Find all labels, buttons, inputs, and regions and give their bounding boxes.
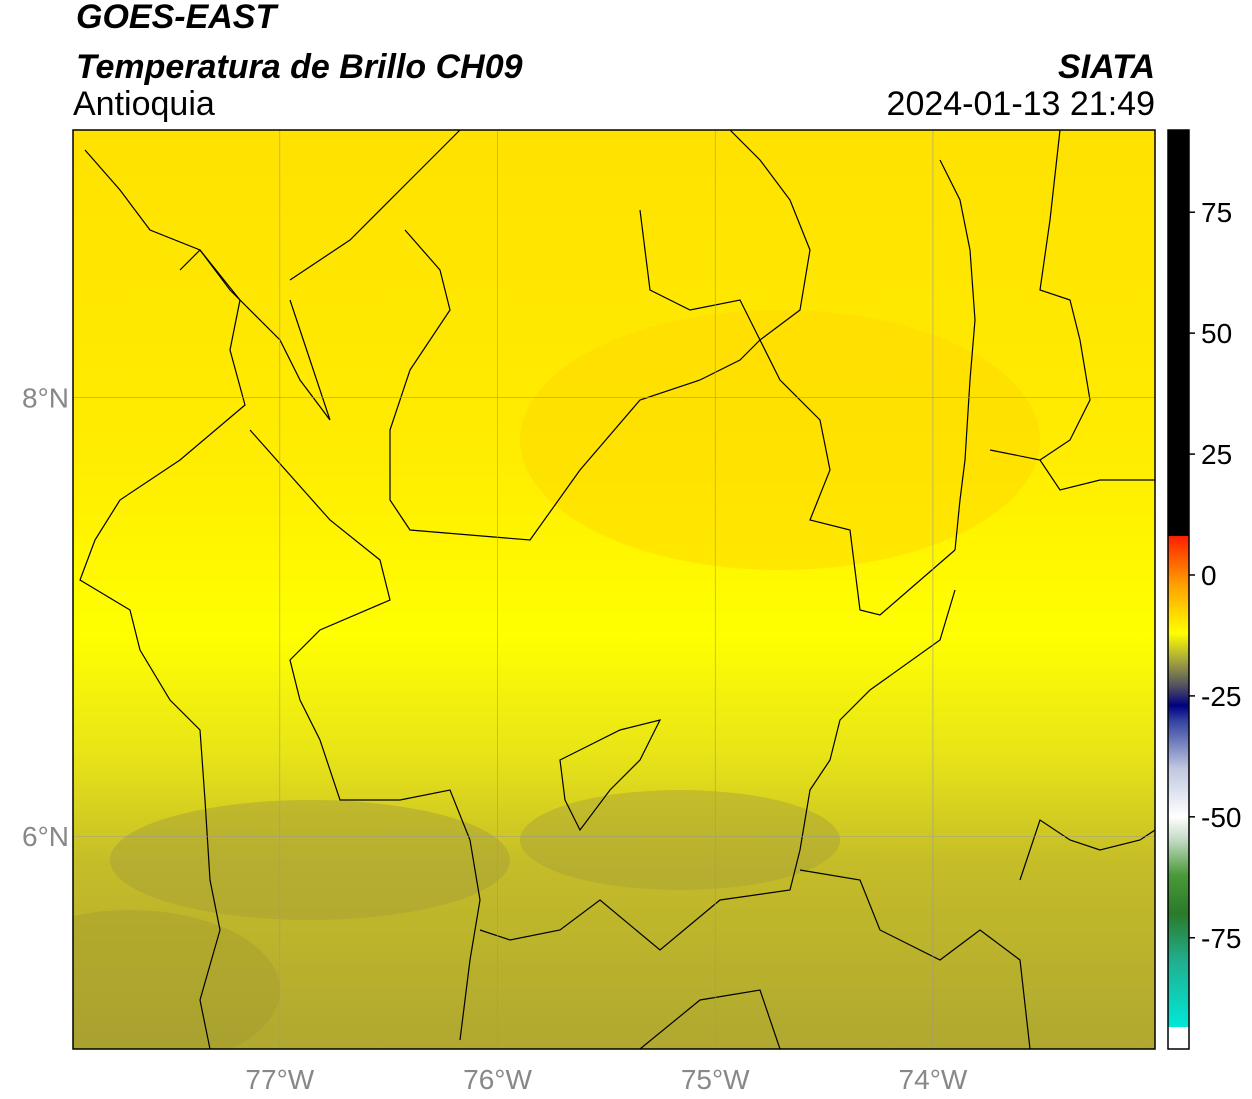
map-frame bbox=[72, 129, 1156, 1050]
grid bbox=[73, 130, 1155, 1049]
y-tick-label: 8°N bbox=[22, 383, 69, 414]
coastline bbox=[289, 130, 461, 281]
field-shade bbox=[73, 910, 280, 1049]
x-tick-label: 77°W bbox=[245, 1064, 314, 1095]
border bbox=[1039, 130, 1091, 461]
field-shade bbox=[520, 790, 840, 890]
source: SIATA bbox=[1058, 48, 1155, 86]
colorbar bbox=[1167, 129, 1190, 1050]
border bbox=[799, 869, 1031, 1049]
title: GOES-EAST bbox=[76, 0, 279, 36]
colorbar-tick-label: -25 bbox=[1201, 681, 1241, 712]
coastline bbox=[179, 249, 331, 421]
subtitle: Temperatura de Brillo CH09 bbox=[76, 48, 523, 86]
border bbox=[639, 989, 781, 1049]
border bbox=[559, 719, 662, 832]
border bbox=[479, 589, 956, 951]
border bbox=[249, 429, 481, 1041]
field-shade bbox=[110, 800, 510, 920]
colorbar-tick-label: -75 bbox=[1201, 923, 1241, 954]
border bbox=[939, 159, 976, 551]
timestamp: 2024-01-13 21:49 bbox=[887, 85, 1155, 123]
colorbar-tick-label: 50 bbox=[1201, 318, 1232, 349]
colorbar-tick-label: 75 bbox=[1201, 197, 1232, 228]
border bbox=[389, 229, 956, 616]
border bbox=[639, 130, 811, 341]
colorbar-tick-label: -50 bbox=[1201, 802, 1241, 833]
x-tick-label: 74°W bbox=[899, 1064, 968, 1095]
x-tick-label: 75°W bbox=[681, 1064, 750, 1095]
x-tick-label: 76°W bbox=[463, 1064, 532, 1095]
region: Antioquia bbox=[73, 85, 215, 123]
colorbar-tick-label: 25 bbox=[1201, 439, 1232, 470]
border bbox=[1019, 819, 1155, 881]
border bbox=[989, 449, 1155, 491]
y-tick-label: 6°N bbox=[22, 821, 69, 852]
map-field bbox=[73, 130, 1155, 1049]
field-shade bbox=[520, 310, 1040, 570]
colorbar-tick-label: 0 bbox=[1201, 560, 1217, 591]
